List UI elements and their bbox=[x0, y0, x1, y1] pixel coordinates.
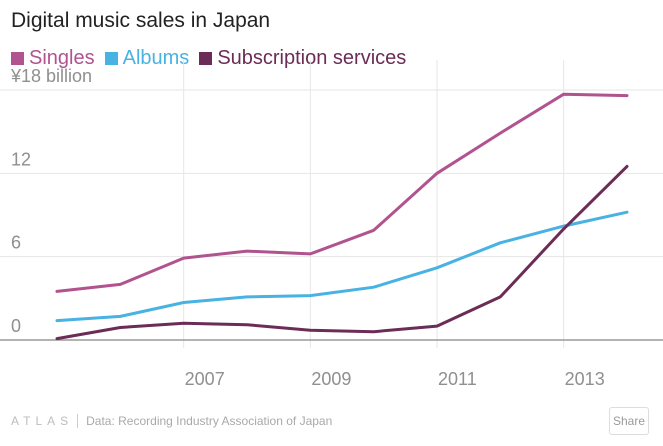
series-line-albums bbox=[55, 210, 629, 323]
legend-label-albums: Albums bbox=[122, 47, 190, 69]
x-tick-label: 2007 bbox=[185, 369, 225, 389]
legend-swatch-subscription bbox=[199, 52, 213, 65]
legend-item-subscription: Subscription services bbox=[199, 47, 406, 70]
share-button[interactable]: Share bbox=[609, 407, 649, 435]
y-tick-label: 6 bbox=[11, 233, 21, 253]
chart-legend: Singles Albums Subscription services bbox=[11, 47, 406, 70]
x-tick-label: 2013 bbox=[565, 369, 605, 389]
legend-item-singles: Singles bbox=[11, 47, 95, 70]
chart-footer: ATLAS Data: Recording Industry Associati… bbox=[11, 407, 332, 435]
x-tick-label: 2009 bbox=[311, 369, 351, 389]
source-note: Data: Recording Industry Association of … bbox=[86, 414, 333, 428]
legend-label-subscription: Subscription services bbox=[217, 47, 407, 69]
y-tick-label: ¥18 billion bbox=[10, 66, 92, 86]
legend-swatch-albums bbox=[104, 52, 118, 65]
legend-swatch-singles bbox=[11, 52, 24, 65]
legend-label-singles: Singles bbox=[29, 47, 95, 69]
footer-divider bbox=[77, 414, 79, 428]
atlas-logo: ATLAS bbox=[11, 414, 74, 428]
chart-title: Digital music sales in Japan bbox=[11, 9, 271, 32]
y-tick-label: 0 bbox=[11, 316, 21, 336]
x-tick-label: 2011 bbox=[438, 369, 477, 389]
series-line-singles bbox=[55, 92, 629, 293]
series-line-subscription bbox=[55, 164, 629, 341]
y-tick-label: 12 bbox=[11, 149, 31, 169]
legend-item-albums: Albums bbox=[104, 47, 190, 70]
